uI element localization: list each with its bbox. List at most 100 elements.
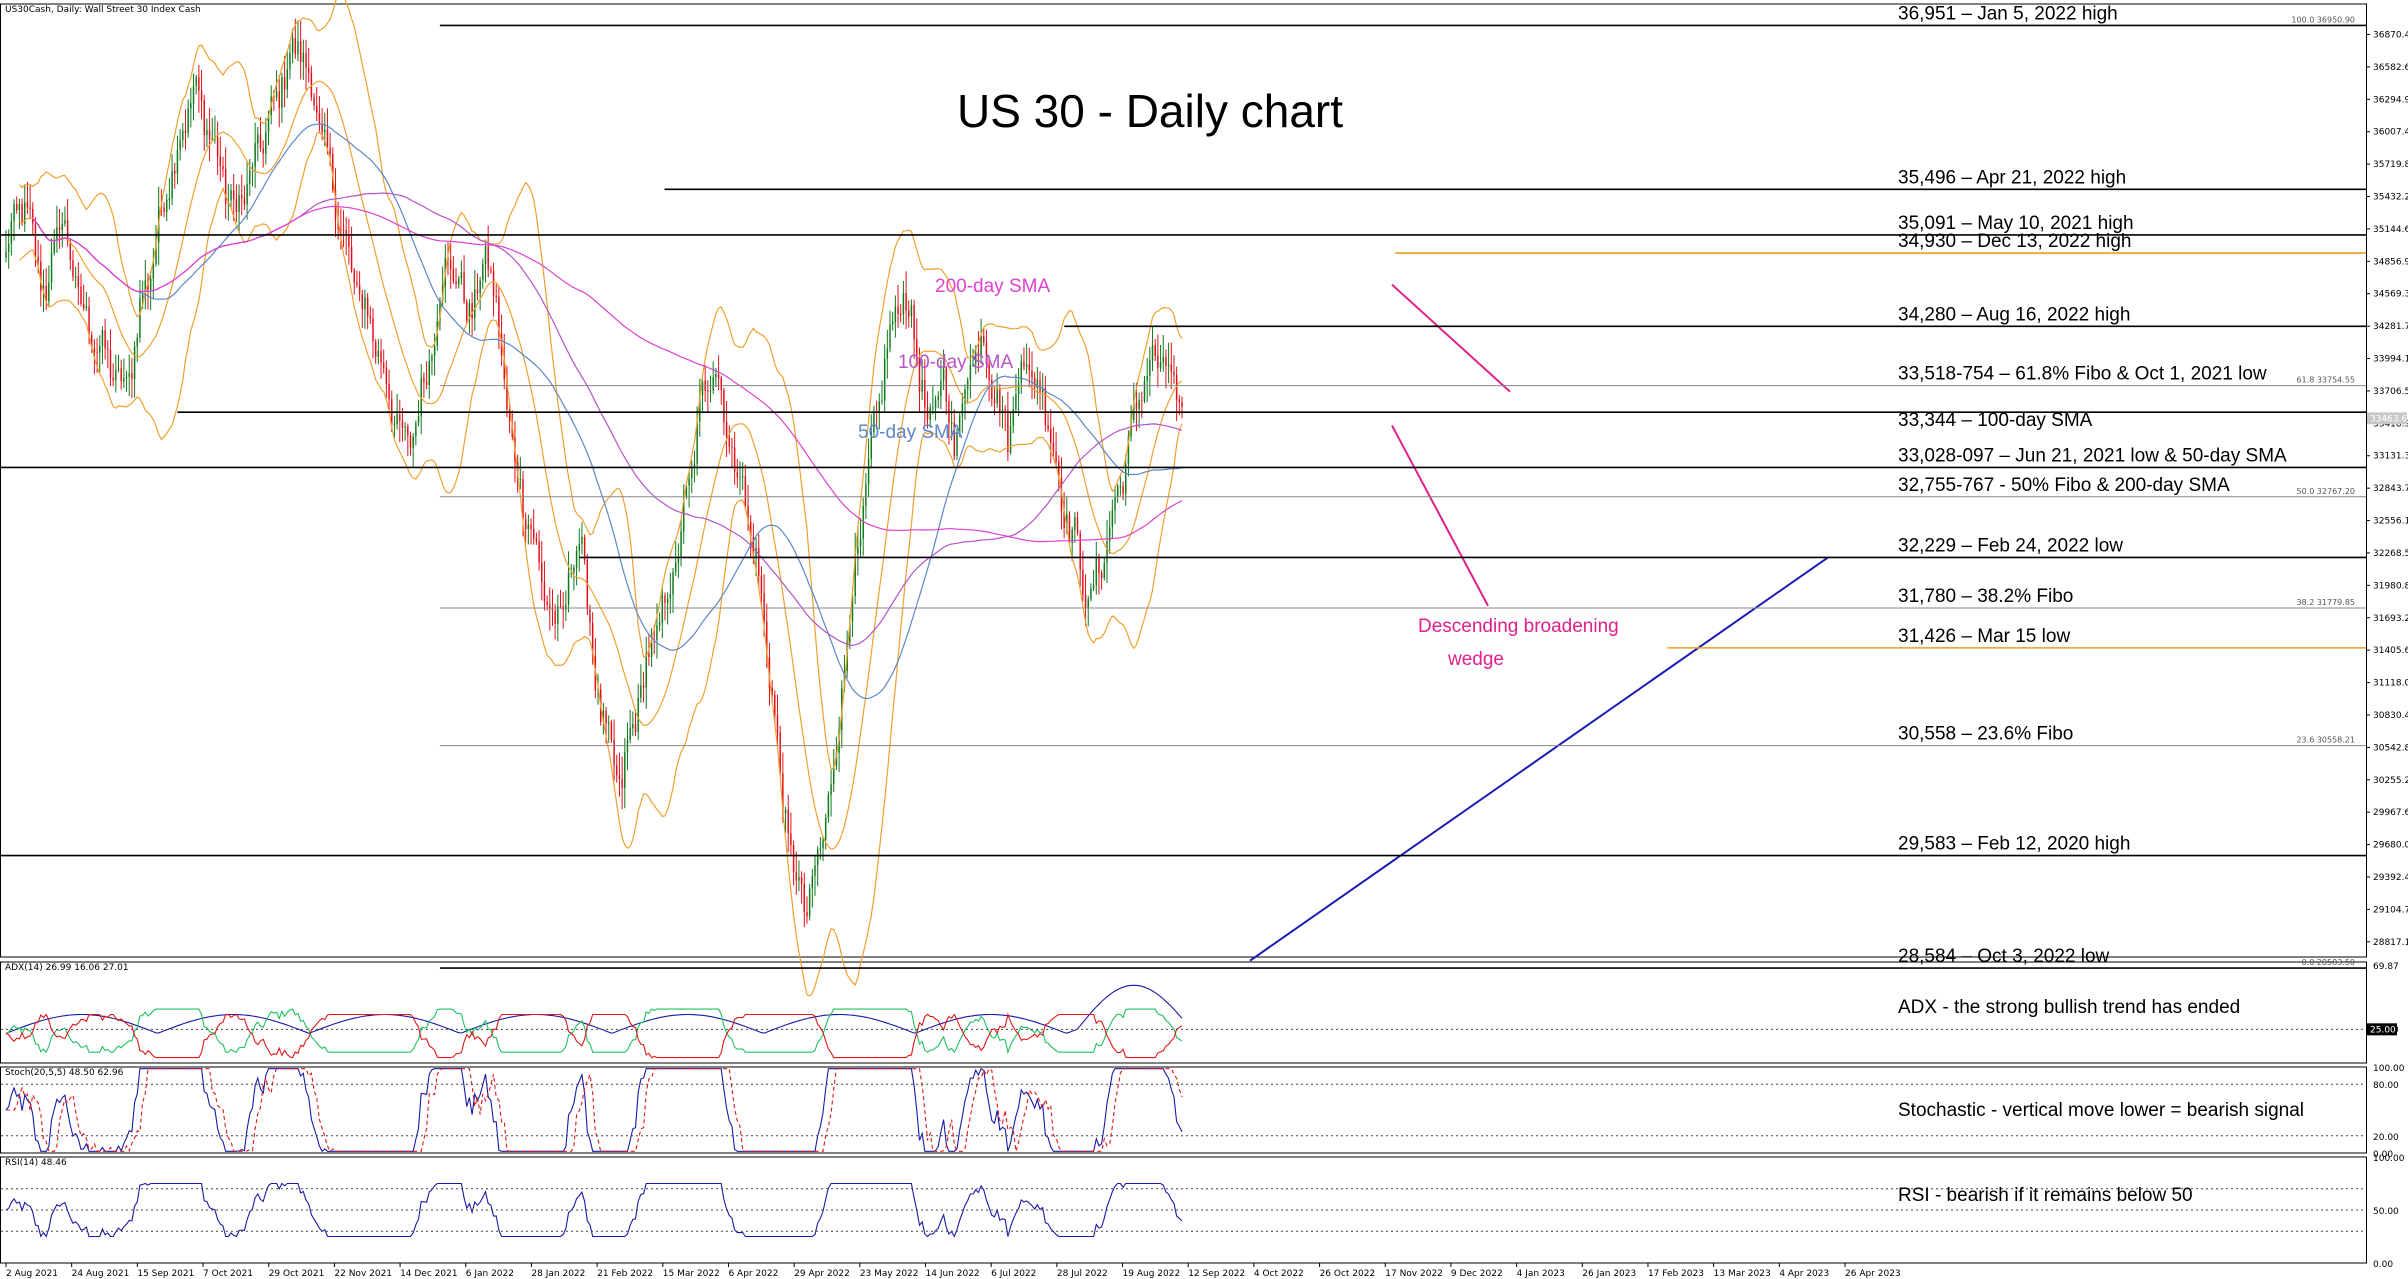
candle-body	[1033, 377, 1036, 388]
stoch-signal-line	[6, 1067, 1183, 1153]
support-resistance-levels: 36,951 – Jan 5, 2022 high 35,496 – Apr 21…	[0, 3, 2366, 969]
price-tick-label: 30542.84	[2373, 743, 2408, 753]
candle-body	[618, 775, 621, 779]
candle-body	[74, 276, 77, 278]
date-tick-label: 22 Nov 2021	[334, 1269, 392, 1279]
candle-body	[374, 341, 377, 357]
price-tick-label: 34856.99	[2373, 257, 2408, 267]
candle-body	[945, 368, 947, 402]
candle-body	[241, 195, 243, 199]
price-tick-label: 28817.18	[2373, 938, 2408, 948]
candle-body	[891, 322, 894, 325]
candle-body	[731, 446, 733, 448]
candle-body	[964, 389, 966, 404]
candle-body	[658, 623, 661, 626]
candle-body	[696, 421, 698, 464]
candle-body	[409, 435, 412, 448]
bollinger-mid	[19, 80, 1183, 850]
price-tick-label: 35719.82	[2373, 160, 2408, 170]
candle-body	[685, 485, 688, 497]
candle-body	[26, 202, 29, 208]
candle-body	[1004, 409, 1006, 411]
panel-frames	[0, 3, 2367, 1264]
candle-body	[969, 364, 972, 380]
level-label: 33,028-097 – Jun 21, 2021 low & 50-day S…	[1898, 445, 2287, 466]
date-tick-label: 12 Sep 2022	[1188, 1269, 1245, 1279]
candle-body	[717, 374, 720, 379]
candle-body	[490, 269, 492, 272]
candle-body	[894, 306, 897, 323]
candle-body	[942, 368, 945, 381]
candle-body	[125, 376, 128, 379]
candle-body	[551, 608, 554, 611]
candle-body	[48, 282, 50, 302]
wedge-label-line1: Descending broadening	[1418, 616, 1619, 637]
candle-body	[664, 595, 666, 603]
candle-body	[404, 426, 406, 428]
candle-body	[522, 478, 524, 519]
candle-body	[865, 484, 867, 506]
candle-body	[1071, 529, 1073, 543]
candle-body	[1143, 381, 1146, 401]
candle-body	[1074, 517, 1076, 530]
candle-body	[262, 148, 264, 154]
price-tick-label: 33418.94	[2373, 419, 2408, 429]
candle-body	[32, 208, 34, 224]
candle-body	[457, 278, 460, 285]
price-tick-label: 31980.89	[2373, 581, 2408, 591]
candle-body	[206, 130, 208, 135]
candle-body	[366, 297, 369, 317]
candle-body	[455, 281, 457, 285]
date-tick-label: 15 Mar 2022	[663, 1269, 720, 1279]
candle-body	[1066, 514, 1068, 529]
candle-body	[669, 594, 672, 599]
candle-body	[15, 204, 18, 211]
level-label: 32,755-767 - 50% Fibo & 200-day SMA	[1898, 475, 2230, 496]
candle-body	[999, 389, 1001, 413]
date-tick-label: 26 Jan 2023	[1582, 1269, 1636, 1279]
candle-body	[69, 241, 72, 261]
candle-body	[616, 765, 618, 776]
candle-body	[1009, 426, 1012, 453]
candle-body	[578, 544, 581, 551]
candle-body	[358, 284, 361, 295]
candle-body	[299, 41, 302, 63]
candle-body	[1087, 598, 1089, 609]
candle-body	[1052, 442, 1055, 452]
candle-body	[203, 100, 205, 135]
candle-body	[88, 306, 90, 336]
date-tick-label: 14 Dec 2021	[400, 1269, 458, 1279]
level-label: 30,558 – 23.6% Fibo	[1898, 724, 2073, 745]
price-tick-label: 29392.40	[2373, 873, 2408, 883]
candle-body	[152, 263, 155, 279]
level-label: 33,518-754 – 61.8% Fibo & Oct 1, 2021 lo…	[1898, 364, 2267, 385]
price-tick-label: 36007.43	[2373, 128, 2408, 138]
candle-body	[468, 303, 471, 320]
candle-body	[787, 809, 789, 834]
candle-body	[463, 272, 465, 302]
candle-body	[1015, 394, 1017, 410]
candle-body	[889, 324, 891, 349]
candle-body	[415, 423, 417, 437]
di-minus-line	[5, 1012, 1183, 1059]
symbol-header: US30Cash, Daily: Wall Street 30 Index Ca…	[5, 5, 201, 15]
candle-body	[554, 610, 556, 624]
candle-body	[1068, 514, 1071, 543]
candle-body	[851, 596, 854, 623]
stoch-comment: Stochastic - vertical move lower = beari…	[1898, 1100, 2304, 1121]
stoch-header: Stoch(20,5,5) 48.50 62.96	[5, 1068, 124, 1078]
candle-body	[1063, 511, 1065, 529]
candle-body	[1023, 361, 1025, 367]
candle-body	[305, 52, 307, 69]
candle-body	[1055, 451, 1057, 462]
candle-body	[385, 367, 388, 384]
candle-body	[602, 710, 605, 722]
candle-body	[348, 234, 350, 247]
candle-body	[1025, 364, 1028, 367]
candle-body	[230, 190, 232, 201]
level-label: 35,496 – Apr 21, 2022 high	[1898, 167, 2126, 188]
candle-body	[739, 476, 741, 478]
candle-body	[913, 305, 915, 340]
candle-body	[396, 414, 398, 425]
